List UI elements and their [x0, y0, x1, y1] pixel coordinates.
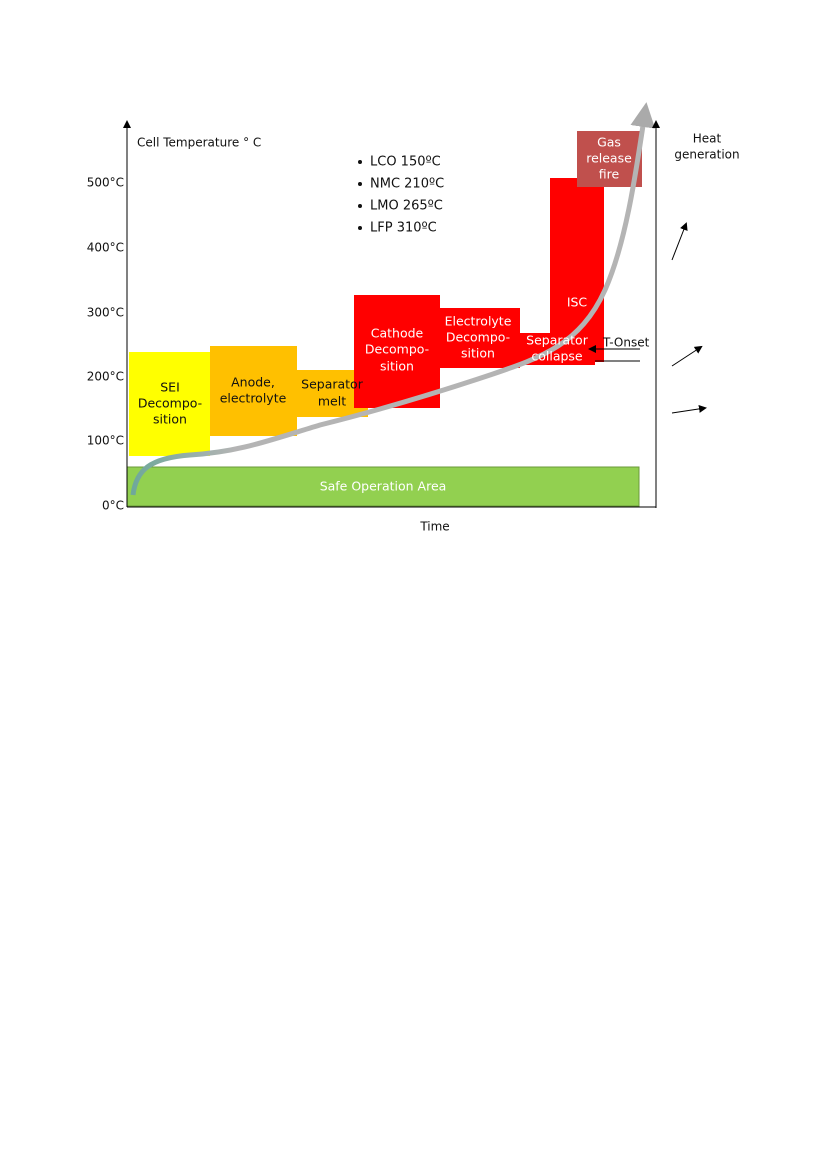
box-text: sition: [153, 412, 187, 427]
y-axis-label: Cell Temperature ° C: [137, 136, 261, 150]
box-text: electrolyte: [220, 391, 287, 406]
box-text: Decompo-: [365, 342, 429, 357]
box-text: Separator: [526, 333, 589, 348]
gas-box: [577, 131, 642, 187]
safe-area: [126, 466, 640, 507]
heat-arrow: [671, 222, 688, 261]
box-text: Safe Operation Area: [320, 479, 447, 494]
y-tick-label: 400°C: [87, 241, 124, 255]
box-text: collapse: [531, 349, 583, 364]
heat-arrow: [671, 345, 703, 367]
box-text: Decompo-: [138, 396, 202, 411]
box-text: Electrolyte: [445, 314, 512, 329]
box-labels: Safe Operation Area SEI Decompo- sition …: [138, 135, 632, 494]
bullet: [358, 226, 362, 230]
box-text: Separator: [301, 377, 364, 392]
box-text: Cathode: [371, 326, 424, 341]
box-text: release: [586, 151, 632, 166]
y-tick-label: 200°C: [87, 370, 124, 384]
bullet: [358, 182, 362, 186]
box-text: Anode,: [231, 375, 275, 390]
y-tick-label: 300°C: [87, 306, 124, 320]
temperature-curve: [130, 102, 656, 496]
onset-item: NMC 210ºC: [370, 177, 444, 192]
y-tick-label: 500°C: [87, 176, 124, 190]
onset-item: LCO 150ºC: [370, 155, 441, 170]
heat-label: generation: [674, 148, 739, 162]
bullet: [358, 204, 362, 208]
box-text: Decompo-: [446, 330, 510, 345]
box-text: sition: [380, 359, 414, 374]
box-text: ISC: [567, 295, 588, 310]
y-tick-label: 100°C: [87, 434, 124, 448]
onset-item: LFP 310ºC: [370, 221, 437, 236]
heat-label: Heat: [693, 132, 722, 146]
sei-box: [129, 352, 210, 456]
cathode-box: [354, 295, 440, 408]
box-text: Gas: [597, 135, 621, 150]
box-text: melt: [318, 394, 346, 409]
electrolyte-box: [440, 308, 520, 368]
y-ticks: 500°C 400°C 300°C 200°C 100°C 0°C: [87, 176, 124, 513]
t-onset-label: T-Onset: [602, 336, 650, 350]
y-tick-label: 0°C: [102, 499, 124, 513]
box-text: fire: [599, 167, 620, 182]
boxes: [126, 131, 642, 507]
bullet: [358, 160, 362, 164]
onset-item: LMO 265ºC: [370, 199, 443, 214]
box-text: sition: [461, 346, 495, 361]
heat-arrow: [671, 404, 707, 414]
anode-box: [210, 346, 297, 436]
x-axis-label: Time: [419, 520, 449, 534]
onset-list: LCO 150ºC NMC 210ºC LMO 265ºC LFP 310ºC: [358, 155, 444, 236]
box-text: SEI: [160, 380, 180, 395]
